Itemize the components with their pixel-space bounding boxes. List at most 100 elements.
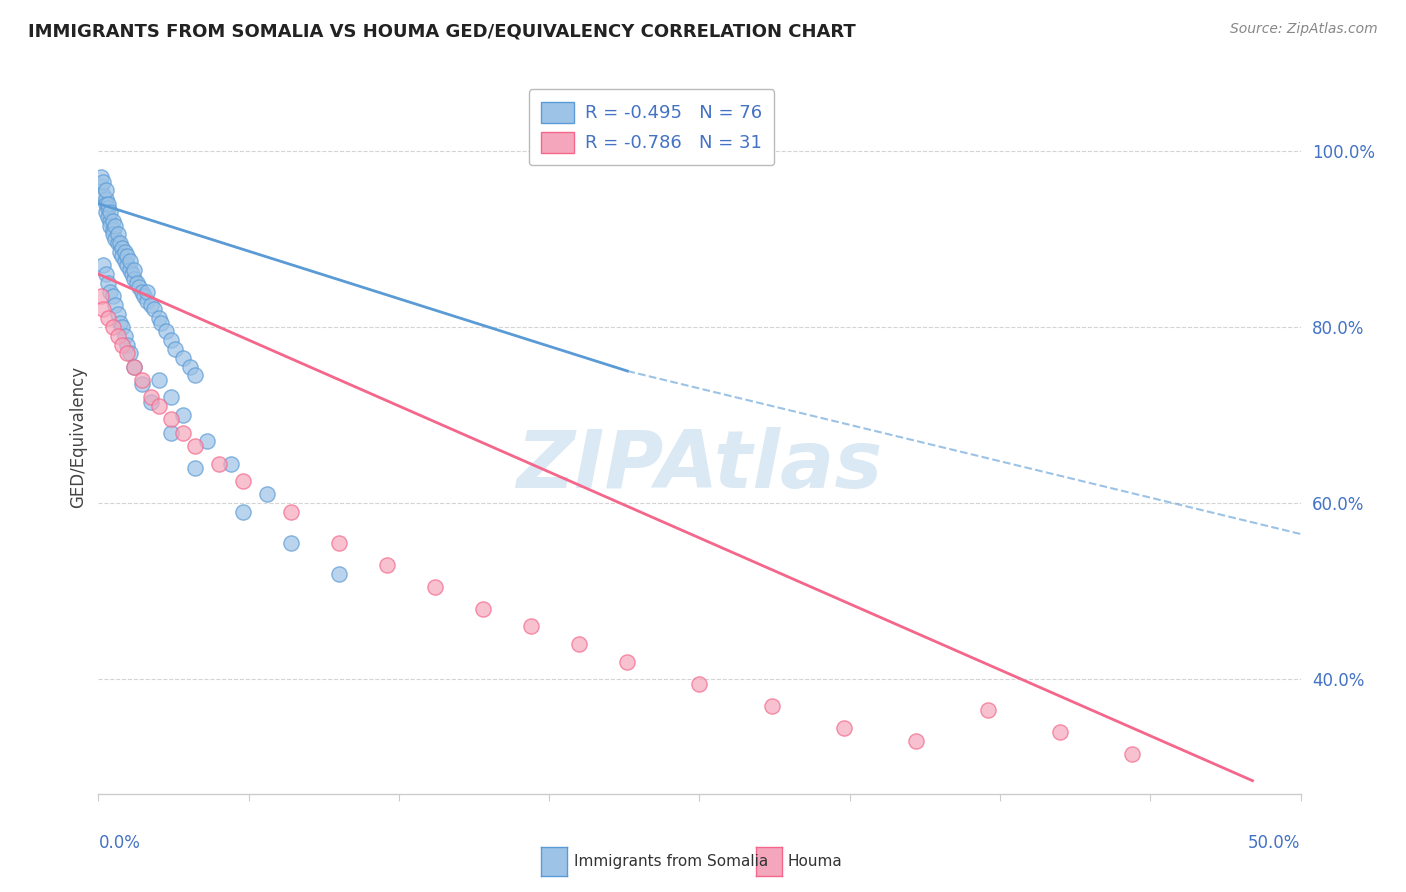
Point [124, 359, 146, 374]
Point [107, 236, 129, 251]
Text: Source: ZipAtlas.com: Source: ZipAtlas.com [1230, 22, 1378, 37]
Point [172, 408, 194, 422]
Point [118, 346, 141, 360]
Point [100, 219, 122, 233]
Point [472, 602, 495, 616]
Y-axis label: GED/Equivalency: GED/Equivalency [69, 366, 87, 508]
Point [159, 333, 181, 347]
Point [131, 285, 153, 299]
Point [131, 373, 153, 387]
Point [423, 580, 446, 594]
Point [183, 461, 205, 475]
Point [256, 487, 278, 501]
Point [104, 232, 127, 246]
Point [101, 320, 124, 334]
Point [128, 280, 150, 294]
Point [117, 337, 139, 351]
Point [155, 324, 177, 338]
Point [124, 271, 146, 285]
Point [101, 289, 124, 303]
Point [219, 457, 242, 471]
Point [148, 373, 170, 387]
Point [328, 536, 350, 550]
Point [159, 412, 181, 426]
Point [142, 302, 165, 317]
Point [328, 566, 350, 581]
Point [520, 619, 543, 633]
Point [108, 245, 131, 260]
Point [94, 196, 117, 211]
Point [977, 703, 1000, 717]
Point [141, 394, 163, 409]
Text: Immigrants from Somalia: Immigrants from Somalia [574, 855, 768, 869]
Point [91, 187, 114, 202]
Text: 50.0%: 50.0% [1249, 834, 1301, 852]
Point [114, 328, 136, 343]
Text: Houma: Houma [787, 855, 842, 869]
Point [118, 262, 141, 277]
Point [114, 245, 136, 260]
Point [111, 320, 134, 334]
Point [159, 425, 181, 440]
Point [101, 227, 124, 242]
Point [141, 298, 163, 312]
Point [90, 179, 112, 194]
Point [148, 399, 170, 413]
Point [135, 285, 157, 299]
Point [208, 457, 231, 471]
Point [94, 183, 117, 197]
Point [183, 368, 205, 383]
Point [159, 391, 181, 405]
Point [91, 258, 114, 272]
Point [114, 253, 136, 268]
Point [135, 293, 157, 308]
Text: 0.0%: 0.0% [98, 834, 141, 852]
Point [124, 359, 146, 374]
Point [125, 276, 148, 290]
Point [100, 285, 122, 299]
Point [117, 346, 139, 360]
Text: ZIPAtlas: ZIPAtlas [516, 426, 883, 505]
Point [141, 391, 163, 405]
Point [1121, 747, 1143, 762]
Point [91, 175, 114, 189]
Point [179, 359, 201, 374]
Point [149, 316, 172, 330]
Point [183, 439, 205, 453]
Point [97, 210, 120, 224]
Point [107, 307, 129, 321]
Point [165, 342, 187, 356]
Point [94, 267, 117, 281]
Point [107, 328, 129, 343]
Point [117, 258, 139, 272]
Point [172, 425, 194, 440]
Point [280, 536, 302, 550]
Text: IMMIGRANTS FROM SOMALIA VS HOUMA GED/EQUIVALENCY CORRELATION CHART: IMMIGRANTS FROM SOMALIA VS HOUMA GED/EQU… [28, 22, 856, 40]
Point [94, 192, 117, 206]
Point [118, 253, 141, 268]
Point [107, 227, 129, 242]
Point [172, 351, 194, 365]
Point [280, 505, 302, 519]
Point [132, 289, 155, 303]
Point [108, 236, 131, 251]
Point [104, 298, 127, 312]
Point [90, 289, 112, 303]
Point [108, 316, 131, 330]
Point [97, 311, 120, 326]
Point [101, 223, 124, 237]
Point [688, 677, 710, 691]
Point [616, 655, 638, 669]
Point [148, 311, 170, 326]
Point [97, 196, 120, 211]
Point [97, 201, 120, 215]
Point [904, 734, 927, 748]
Point [91, 302, 114, 317]
Point [124, 262, 146, 277]
Point [232, 505, 254, 519]
Point [94, 205, 117, 219]
Point [111, 241, 134, 255]
Point [832, 721, 855, 735]
Point [111, 337, 134, 351]
Point [195, 434, 218, 449]
